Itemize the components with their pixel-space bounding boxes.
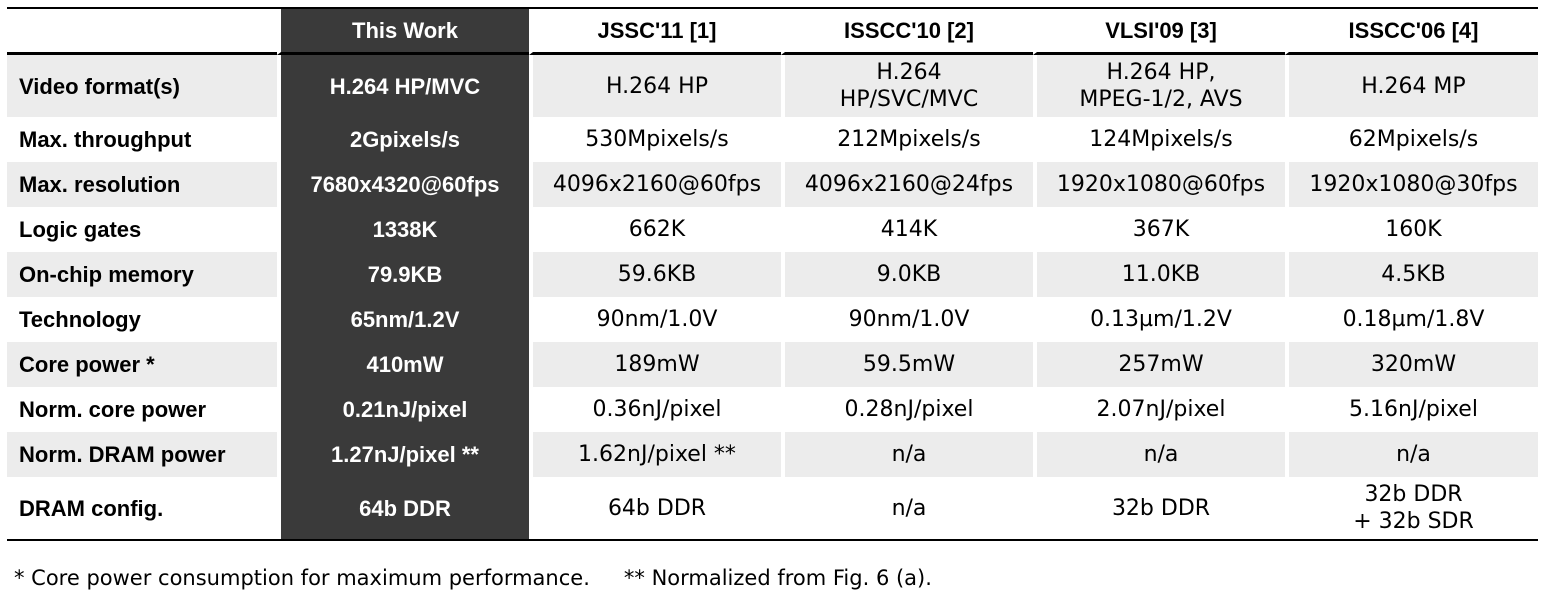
row-label: Max. throughput bbox=[19, 127, 192, 152]
table-cell: n/a bbox=[781, 477, 1033, 539]
table-cell: 0.36nJ/pixel bbox=[529, 387, 781, 432]
table-cell: 90nm/1.0V bbox=[781, 297, 1033, 342]
table-row-core-power: Core power * 410mW 189mW 59.5mW 257mW 32… bbox=[7, 342, 1538, 387]
table-cell: 0.28nJ/pixel bbox=[781, 387, 1033, 432]
table-row-logic-gates: Logic gates 1338K 662K 414K 367K 160K bbox=[7, 207, 1538, 252]
header-isscc06: ISSCC'06 [4] bbox=[1285, 9, 1538, 55]
table-cell: 0.13µm/1.2V bbox=[1033, 297, 1285, 342]
table-cell: H.264 MP bbox=[1285, 55, 1538, 117]
table-cell: 32b DDR bbox=[1033, 477, 1285, 539]
cell-line: H.264 bbox=[876, 60, 942, 85]
table-cell: n/a bbox=[1033, 432, 1285, 477]
cell-line: + 32b SDR bbox=[1353, 509, 1474, 534]
table-cell: 7680x4320@60fps bbox=[277, 162, 529, 207]
row-label: Norm. core power bbox=[19, 397, 207, 422]
table-cell: 124Mpixels/s bbox=[1033, 117, 1285, 162]
table-cell: 2.07nJ/pixel bbox=[1033, 387, 1285, 432]
row-label: DRAM config. bbox=[19, 495, 164, 521]
table-cell: 9.0KB bbox=[781, 252, 1033, 297]
table-cell: 212Mpixels/s bbox=[781, 117, 1033, 162]
table-cell: 367K bbox=[1033, 207, 1285, 252]
footnote-dram-normalized: ** Normalized from Fig. 6 (a). bbox=[623, 566, 932, 590]
table-cell: n/a bbox=[781, 432, 1033, 477]
table-cell: H.264 HP, MPEG-1/2, AVS bbox=[1033, 55, 1285, 117]
table-cell: 414K bbox=[781, 207, 1033, 252]
header-corner bbox=[7, 9, 277, 55]
cell-line: 64b DDR bbox=[607, 495, 707, 521]
table-row-on-chip-memory: On-chip memory 79.9KB 59.6KB 9.0KB 11.0K… bbox=[7, 252, 1538, 297]
cell-line: MPEG-1/2, AVS bbox=[1079, 87, 1243, 112]
row-label: Max. resolution bbox=[7, 162, 277, 207]
row-label: Norm. DRAM power bbox=[7, 432, 277, 477]
header-jssc11: JSSC'11 [1] bbox=[529, 9, 781, 55]
table-cell: 4096x2160@24fps bbox=[781, 162, 1033, 207]
table-row-norm-dram-power: Norm. DRAM power 1.27nJ/pixel ** 1.62nJ/… bbox=[7, 432, 1538, 477]
table-cell: 662K bbox=[529, 207, 781, 252]
table-cell: 64b DDR bbox=[277, 477, 529, 539]
table-cell: 530Mpixels/s bbox=[529, 117, 781, 162]
cell-line: HP/SVC/MVC bbox=[839, 87, 979, 112]
cell-line: 32b DDR bbox=[1364, 482, 1463, 507]
cell-line: 64b DDR bbox=[359, 495, 451, 521]
table-cell: 5.16nJ/pixel bbox=[1285, 387, 1538, 432]
footnote-core-power: * Core power consumption for maximum per… bbox=[14, 566, 590, 590]
table-cell: 189mW bbox=[529, 342, 781, 387]
cell-line: H.264 HP/MVC bbox=[329, 73, 481, 99]
table-cell: 0.18µm/1.8V bbox=[1285, 297, 1538, 342]
table-cell: 320mW bbox=[1285, 342, 1538, 387]
row-label: Core power * bbox=[7, 342, 277, 387]
table-row-video-formats: Video format(s) H.264 HP/MVC H.264 HP H.… bbox=[7, 55, 1538, 117]
table-cell: 410mW bbox=[277, 342, 529, 387]
table-cell: 160K bbox=[1285, 207, 1538, 252]
row-label: Video format(s) bbox=[7, 55, 277, 117]
table-cell: 59.6KB bbox=[529, 252, 781, 297]
table-cell: 90nm/1.0V bbox=[529, 297, 781, 342]
table-cell: H.264 HP/SVC/MVC bbox=[781, 55, 1033, 117]
table-cell: 79.9KB bbox=[277, 252, 529, 297]
table-cell: 1338K bbox=[277, 207, 529, 252]
table-cell: 1.62nJ/pixel ** bbox=[529, 432, 781, 477]
comparison-table: This Work JSSC'11 [1] ISSCC'10 [2] VLSI'… bbox=[7, 7, 1538, 541]
table-row-dram-config: DRAM config. 64b DDR 64b DDR n/a 32b DDR… bbox=[7, 477, 1538, 539]
header-vlsi09: VLSI'09 [3] bbox=[1033, 9, 1285, 55]
table-cell: 1920x1080@30fps bbox=[1285, 162, 1538, 207]
table-cell: 65nm/1.2V bbox=[277, 297, 529, 342]
cell-line: H.264 HP, bbox=[1106, 60, 1216, 85]
table-row-technology: Technology 65nm/1.2V 90nm/1.0V 90nm/1.0V… bbox=[7, 297, 1538, 342]
row-label: Logic gates bbox=[19, 217, 142, 242]
row-label: Technology bbox=[19, 307, 141, 332]
table-cell: 2Gpixels/s bbox=[277, 117, 529, 162]
table-cell: 62Mpixels/s bbox=[1285, 117, 1538, 162]
cell-line: H.264 HP bbox=[606, 73, 708, 99]
table-row-max-resolution: Max. resolution 7680x4320@60fps 4096x216… bbox=[7, 162, 1538, 207]
cell-line: 32b DDR bbox=[1111, 495, 1211, 521]
table-cell: 1.27nJ/pixel ** bbox=[277, 432, 529, 477]
header-this-work: This Work bbox=[277, 9, 529, 55]
header-row: This Work JSSC'11 [1] ISSCC'10 [2] VLSI'… bbox=[7, 9, 1538, 55]
table-cell: 59.5mW bbox=[781, 342, 1033, 387]
table-cell: 11.0KB bbox=[1033, 252, 1285, 297]
table-cell: 1920x1080@60fps bbox=[1033, 162, 1285, 207]
table-cell: H.264 HP bbox=[529, 55, 781, 117]
table-cell: 257mW bbox=[1033, 342, 1285, 387]
header-isscc10: ISSCC'10 [2] bbox=[781, 9, 1033, 55]
table-cell: 4.5KB bbox=[1285, 252, 1538, 297]
table-cell: 4096x2160@60fps bbox=[529, 162, 781, 207]
table-cell: 64b DDR bbox=[529, 477, 781, 539]
footnote: * Core power consumption for maximum per… bbox=[14, 565, 932, 591]
table-cell: 0.21nJ/pixel bbox=[277, 387, 529, 432]
table-cell: n/a bbox=[1285, 432, 1538, 477]
table-row-norm-core-power: Norm. core power 0.21nJ/pixel 0.36nJ/pix… bbox=[7, 387, 1538, 432]
cell-line: H.264 MP bbox=[1361, 73, 1466, 99]
cell-line: n/a bbox=[891, 495, 927, 521]
table-cell: H.264 HP/MVC bbox=[277, 55, 529, 117]
table-cell: 32b DDR + 32b SDR bbox=[1285, 477, 1538, 539]
table-row-max-throughput: Max. throughput 2Gpixels/s 530Mpixels/s … bbox=[7, 117, 1538, 162]
row-label: On-chip memory bbox=[7, 252, 277, 297]
